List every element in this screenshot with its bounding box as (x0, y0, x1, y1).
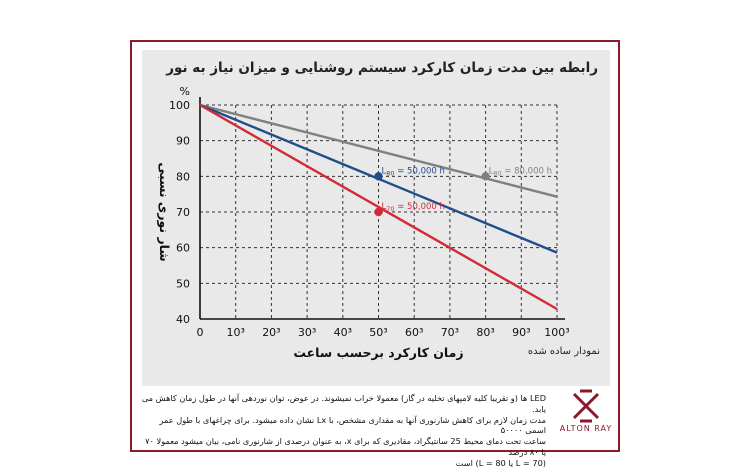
marker-point (374, 207, 383, 217)
series-line (199, 103, 558, 311)
marker-point (374, 172, 383, 181)
y-tick-label: 70 (176, 206, 190, 219)
y-unit-label: % (180, 85, 190, 98)
y-tick-label: 100 (169, 99, 190, 112)
x-tick-label: 100³ (544, 326, 569, 339)
x-tick-label: 60³ (405, 326, 423, 339)
marker-label: L70 = 50,000 h (382, 202, 445, 213)
caption-line: مدت زمان لازم برای کاهش شارنوری آنها به … (159, 414, 546, 436)
x-tick-label: 50³ (369, 326, 387, 339)
x-tick-label: 70³ (441, 326, 459, 339)
simplified-chart-note: نمودار ساده شده (527, 346, 600, 357)
y-tick-label: 60 (176, 242, 190, 255)
x-tick-label: 40³ (334, 326, 352, 339)
y-axis-title: شار نوری نسبی (157, 162, 172, 261)
marker-point (481, 172, 490, 181)
x-tick-label: 20³ (262, 326, 280, 339)
y-tick-label: 90 (176, 135, 190, 148)
alton-ray-logo: ALTON RAY (556, 388, 616, 446)
caption: LED ها (و تقریبا کلیه لامپهای تخلیه در گ… (140, 393, 546, 469)
x-tick-label: 90³ (512, 326, 530, 339)
series-line (199, 103, 558, 198)
chart-panel (142, 50, 610, 386)
x-tick-label: 30³ (298, 326, 316, 339)
x-tick-label: 0 (197, 326, 204, 339)
marker-label: L80 = 50,000 h (382, 166, 445, 177)
marker-label: L80 = 80,000 h (489, 166, 552, 177)
caption-line: ساعت تحت دمای محیط 25 سانتیگراد، مقادیری… (145, 436, 546, 457)
y-tick-label: 50 (176, 277, 190, 290)
logo-wordmark: ALTON RAY (559, 424, 613, 433)
y-tick-label: 40 (176, 313, 190, 326)
x-axis-title: زمان کارکرد برحسب ساعت (293, 345, 463, 360)
chart-title: رابطه بین مدت زمان کارکرد سیستم روشنایی … (166, 60, 598, 76)
x-tick-label: 10³ (226, 326, 244, 339)
x-tick-label: 80³ (476, 326, 494, 339)
y-tick-label: 80 (176, 170, 190, 183)
caption-line: (L = 70 یا L = 80) است (455, 457, 546, 468)
caption-line: LED ها (و تقریبا کلیه لامپهای تخلیه در گ… (141, 393, 546, 414)
